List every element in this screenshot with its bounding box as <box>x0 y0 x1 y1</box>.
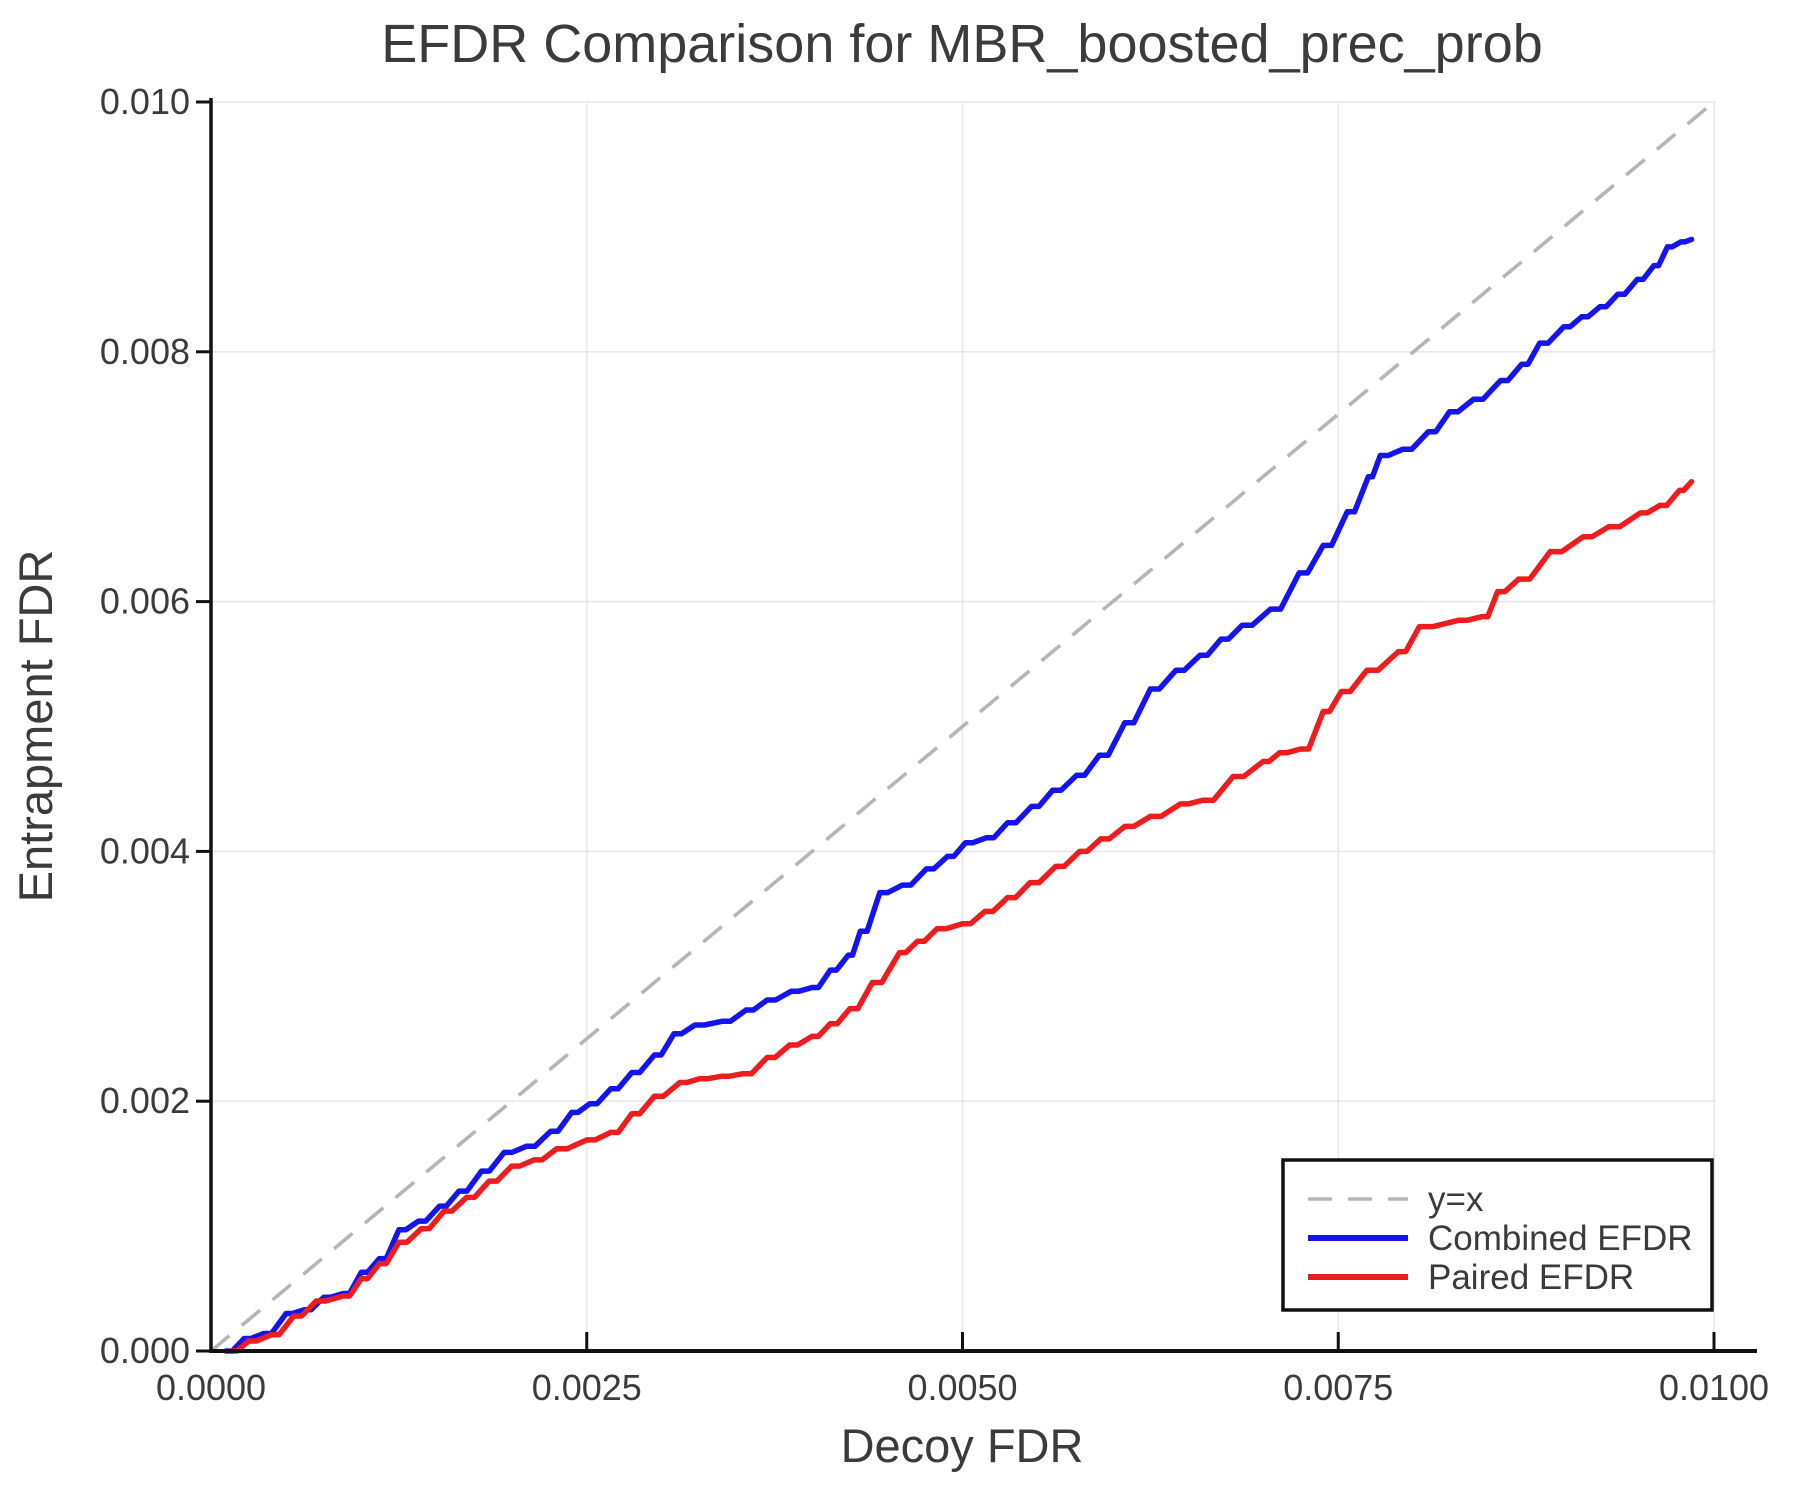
axes-layer <box>196 98 1757 1353</box>
reference-line-y-equals-x <box>209 100 1716 1353</box>
tick-label-layer: 0.0000 0.0025 0.0050 0.0075 0.0100 0.000 0.002… <box>100 81 1769 1408</box>
y-tick-label: 0.006 <box>100 581 190 622</box>
series-layer <box>223 236 1695 1354</box>
x-tick-label: 0.0025 <box>532 1367 642 1408</box>
series-line-combined-efdr <box>223 236 1695 1354</box>
x-tick-label: 0.0050 <box>907 1367 1017 1408</box>
y-tick-label: 0.002 <box>100 1080 190 1121</box>
x-tick-label: 0.0000 <box>156 1367 266 1408</box>
legend-label: y=x <box>1428 1180 1484 1219</box>
x-tick-label: 0.0075 <box>1283 1367 1393 1408</box>
legend-label: Paired EFDR <box>1428 1258 1634 1297</box>
series-line-paired-efdr <box>227 478 1695 1354</box>
reference-line-layer <box>209 100 1716 1353</box>
y-axis-label: Entrapment FDR <box>9 550 62 903</box>
y-tick-label: 0.000 <box>100 1330 190 1371</box>
legend-label: Combined EFDR <box>1428 1219 1693 1258</box>
y-tick-label: 0.008 <box>100 331 190 372</box>
x-tick-label: 0.0100 <box>1659 1367 1769 1408</box>
y-tick-label: 0.010 <box>100 81 190 122</box>
y-tick-label: 0.004 <box>100 830 190 871</box>
chart-title: EFDR Comparison for MBR_boosted_prec_pro… <box>381 14 1543 74</box>
x-axis-label: Decoy FDR <box>841 1419 1084 1472</box>
